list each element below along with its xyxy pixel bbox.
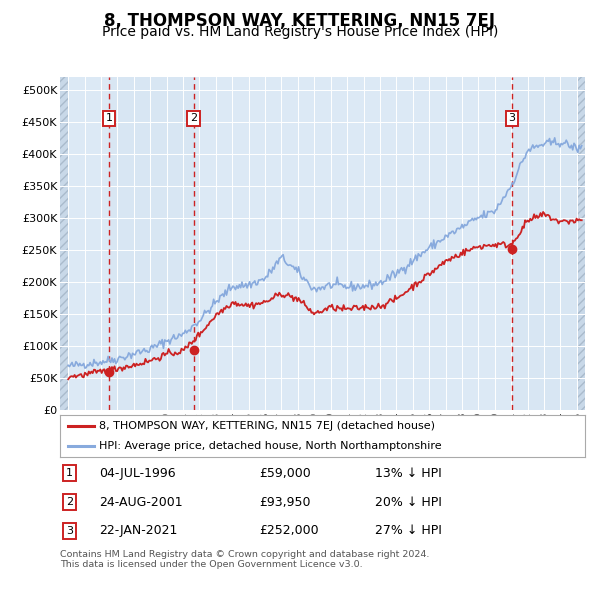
- Text: 13% ↓ HPI: 13% ↓ HPI: [375, 467, 442, 480]
- Text: 1: 1: [66, 468, 73, 478]
- Text: 8, THOMPSON WAY, KETTERING, NN15 7EJ (detached house): 8, THOMPSON WAY, KETTERING, NN15 7EJ (de…: [100, 421, 436, 431]
- Text: 8, THOMPSON WAY, KETTERING, NN15 7EJ: 8, THOMPSON WAY, KETTERING, NN15 7EJ: [104, 12, 496, 30]
- Text: 1: 1: [106, 113, 113, 123]
- Text: HPI: Average price, detached house, North Northamptonshire: HPI: Average price, detached house, Nort…: [100, 441, 442, 451]
- Bar: [109, 77, 194, 410]
- Text: 3: 3: [66, 526, 73, 536]
- Text: £59,000: £59,000: [260, 467, 311, 480]
- Bar: [60, 77, 68, 410]
- Text: 24-AUG-2001: 24-AUG-2001: [100, 496, 183, 509]
- Text: 2: 2: [66, 497, 73, 507]
- Text: 3: 3: [509, 113, 515, 123]
- Text: 2: 2: [190, 113, 197, 123]
- Text: 27% ↓ HPI: 27% ↓ HPI: [375, 525, 442, 537]
- Bar: [512, 77, 577, 410]
- Text: Price paid vs. HM Land Registry's House Price Index (HPI): Price paid vs. HM Land Registry's House …: [102, 25, 498, 40]
- Text: Contains HM Land Registry data © Crown copyright and database right 2024.
This d: Contains HM Land Registry data © Crown c…: [60, 550, 430, 569]
- Bar: [577, 77, 585, 410]
- Text: 20% ↓ HPI: 20% ↓ HPI: [375, 496, 442, 509]
- Text: £252,000: £252,000: [260, 525, 319, 537]
- Text: £93,950: £93,950: [260, 496, 311, 509]
- Text: 04-JUL-1996: 04-JUL-1996: [100, 467, 176, 480]
- Text: 22-JAN-2021: 22-JAN-2021: [100, 525, 178, 537]
